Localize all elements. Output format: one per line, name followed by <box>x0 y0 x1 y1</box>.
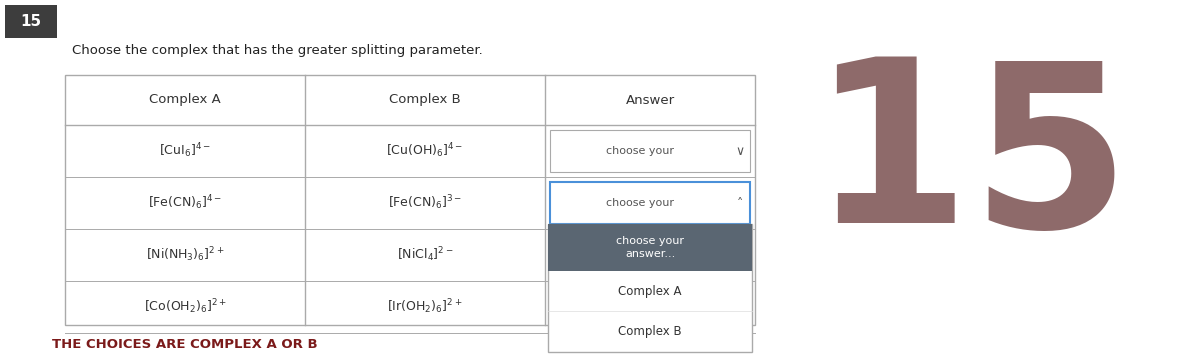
FancyBboxPatch shape <box>548 224 752 352</box>
FancyBboxPatch shape <box>548 224 752 271</box>
Text: [Fe(CN)$_6$]$^{3-}$: [Fe(CN)$_6$]$^{3-}$ <box>388 194 462 212</box>
FancyBboxPatch shape <box>550 130 750 172</box>
Text: Complex A: Complex A <box>149 94 221 107</box>
Text: THE CHOICES ARE COMPLEX A OR B: THE CHOICES ARE COMPLEX A OR B <box>52 338 318 351</box>
Text: Complex B: Complex B <box>618 324 682 338</box>
Text: [Ni(NH$_3$)$_6$]$^{2+}$: [Ni(NH$_3$)$_6$]$^{2+}$ <box>145 246 224 264</box>
Bar <box>65 75 755 325</box>
Text: choose your: choose your <box>606 146 674 156</box>
Text: Complex B: Complex B <box>389 94 461 107</box>
Text: 1: 1 <box>810 49 970 271</box>
Text: 5: 5 <box>971 54 1129 276</box>
Text: Answer: Answer <box>625 94 674 107</box>
Text: [NiCl$_4$]$^{2-}$: [NiCl$_4$]$^{2-}$ <box>397 246 454 264</box>
Text: Choose the complex that has the greater splitting parameter.: Choose the complex that has the greater … <box>72 44 482 57</box>
FancyBboxPatch shape <box>5 5 58 38</box>
FancyBboxPatch shape <box>550 182 750 224</box>
Text: choose your: choose your <box>606 198 674 208</box>
Text: [Cu(OH)$_6$]$^{4-}$: [Cu(OH)$_6$]$^{4-}$ <box>386 141 463 160</box>
Text: choose your
answer...: choose your answer... <box>616 236 684 259</box>
Text: [CuI$_6$]$^{4-}$: [CuI$_6$]$^{4-}$ <box>160 141 211 160</box>
Text: ∨: ∨ <box>736 144 744 158</box>
Text: [Fe(CN)$_6$]$^{4-}$: [Fe(CN)$_6$]$^{4-}$ <box>148 194 222 212</box>
Text: Complex A: Complex A <box>618 284 682 297</box>
Text: [Co(OH$_2$)$_6$]$^{2+}$: [Co(OH$_2$)$_6$]$^{2+}$ <box>144 298 227 316</box>
Text: [Ir(OH$_2$)$_6$]$^{2+}$: [Ir(OH$_2$)$_6$]$^{2+}$ <box>388 298 463 316</box>
Text: ˄: ˄ <box>737 197 743 210</box>
Text: 15: 15 <box>20 14 42 29</box>
